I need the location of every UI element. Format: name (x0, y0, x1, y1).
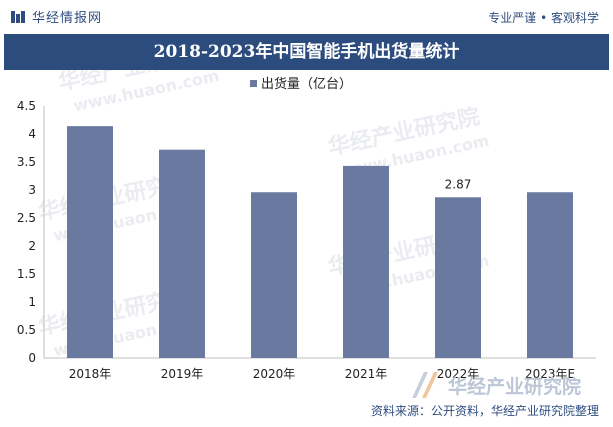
brand: 华经情报网 (10, 7, 102, 26)
x-tick-label: 2019年 (161, 367, 204, 381)
source-note: 资料来源：公开资料，华经产业研究院整理 (370, 404, 599, 418)
bar-4 (343, 165, 389, 358)
top-bar: 华经情报网 专业严谨 • 客观科学 (0, 0, 613, 34)
bar-chart: 华经产业研究院www.huaon.com华经产业研究院www.huaon.com… (17, 70, 596, 381)
bar-1 (67, 126, 113, 358)
chart-title: 2018-2023年中国智能手机出货量统计 (4, 34, 609, 70)
x-tick-label: 2021年 (345, 367, 388, 381)
y-tick-label: 1 (28, 295, 36, 309)
x-tick-label: 2022年 (437, 367, 480, 381)
y-tick-label: 2.5 (17, 211, 36, 225)
y-tick-label: 1.5 (17, 267, 36, 281)
y-tick-label: 2 (28, 239, 36, 253)
x-tick-label: 2023年E (525, 367, 575, 381)
bar-6 (527, 192, 573, 358)
y-tick-label: 4 (28, 127, 36, 141)
y-tick-label: 0.5 (17, 323, 36, 337)
brand-logo-icon (11, 10, 25, 23)
slogan: 专业严谨 • 客观科学 (488, 11, 599, 25)
corner-logo-text: 华经产业研究院 (448, 375, 582, 398)
brand-name: 华经情报网 (32, 11, 103, 26)
corner-logo-icon (412, 372, 438, 398)
legend-swatch (250, 80, 257, 87)
x-tick-label: 2020年 (253, 367, 296, 381)
legend-label: 出货量（亿台） (261, 76, 352, 92)
y-tick-label: 3 (28, 183, 36, 197)
x-tick-label: 2018年 (69, 367, 112, 381)
bar-5 (435, 197, 481, 358)
bar-3 (251, 192, 297, 358)
y-tick-label: 0 (28, 351, 36, 365)
y-tick-label: 4.5 (17, 99, 36, 113)
bar-2 (159, 149, 205, 358)
chart-area: 华经产业研究院www.huaon.com华经产业研究院www.huaon.com… (0, 70, 613, 400)
y-tick-label: 3.5 (17, 155, 36, 169)
data-label: 2.87 (445, 177, 472, 191)
corner-logo: 华经产业研究院 (410, 370, 581, 400)
